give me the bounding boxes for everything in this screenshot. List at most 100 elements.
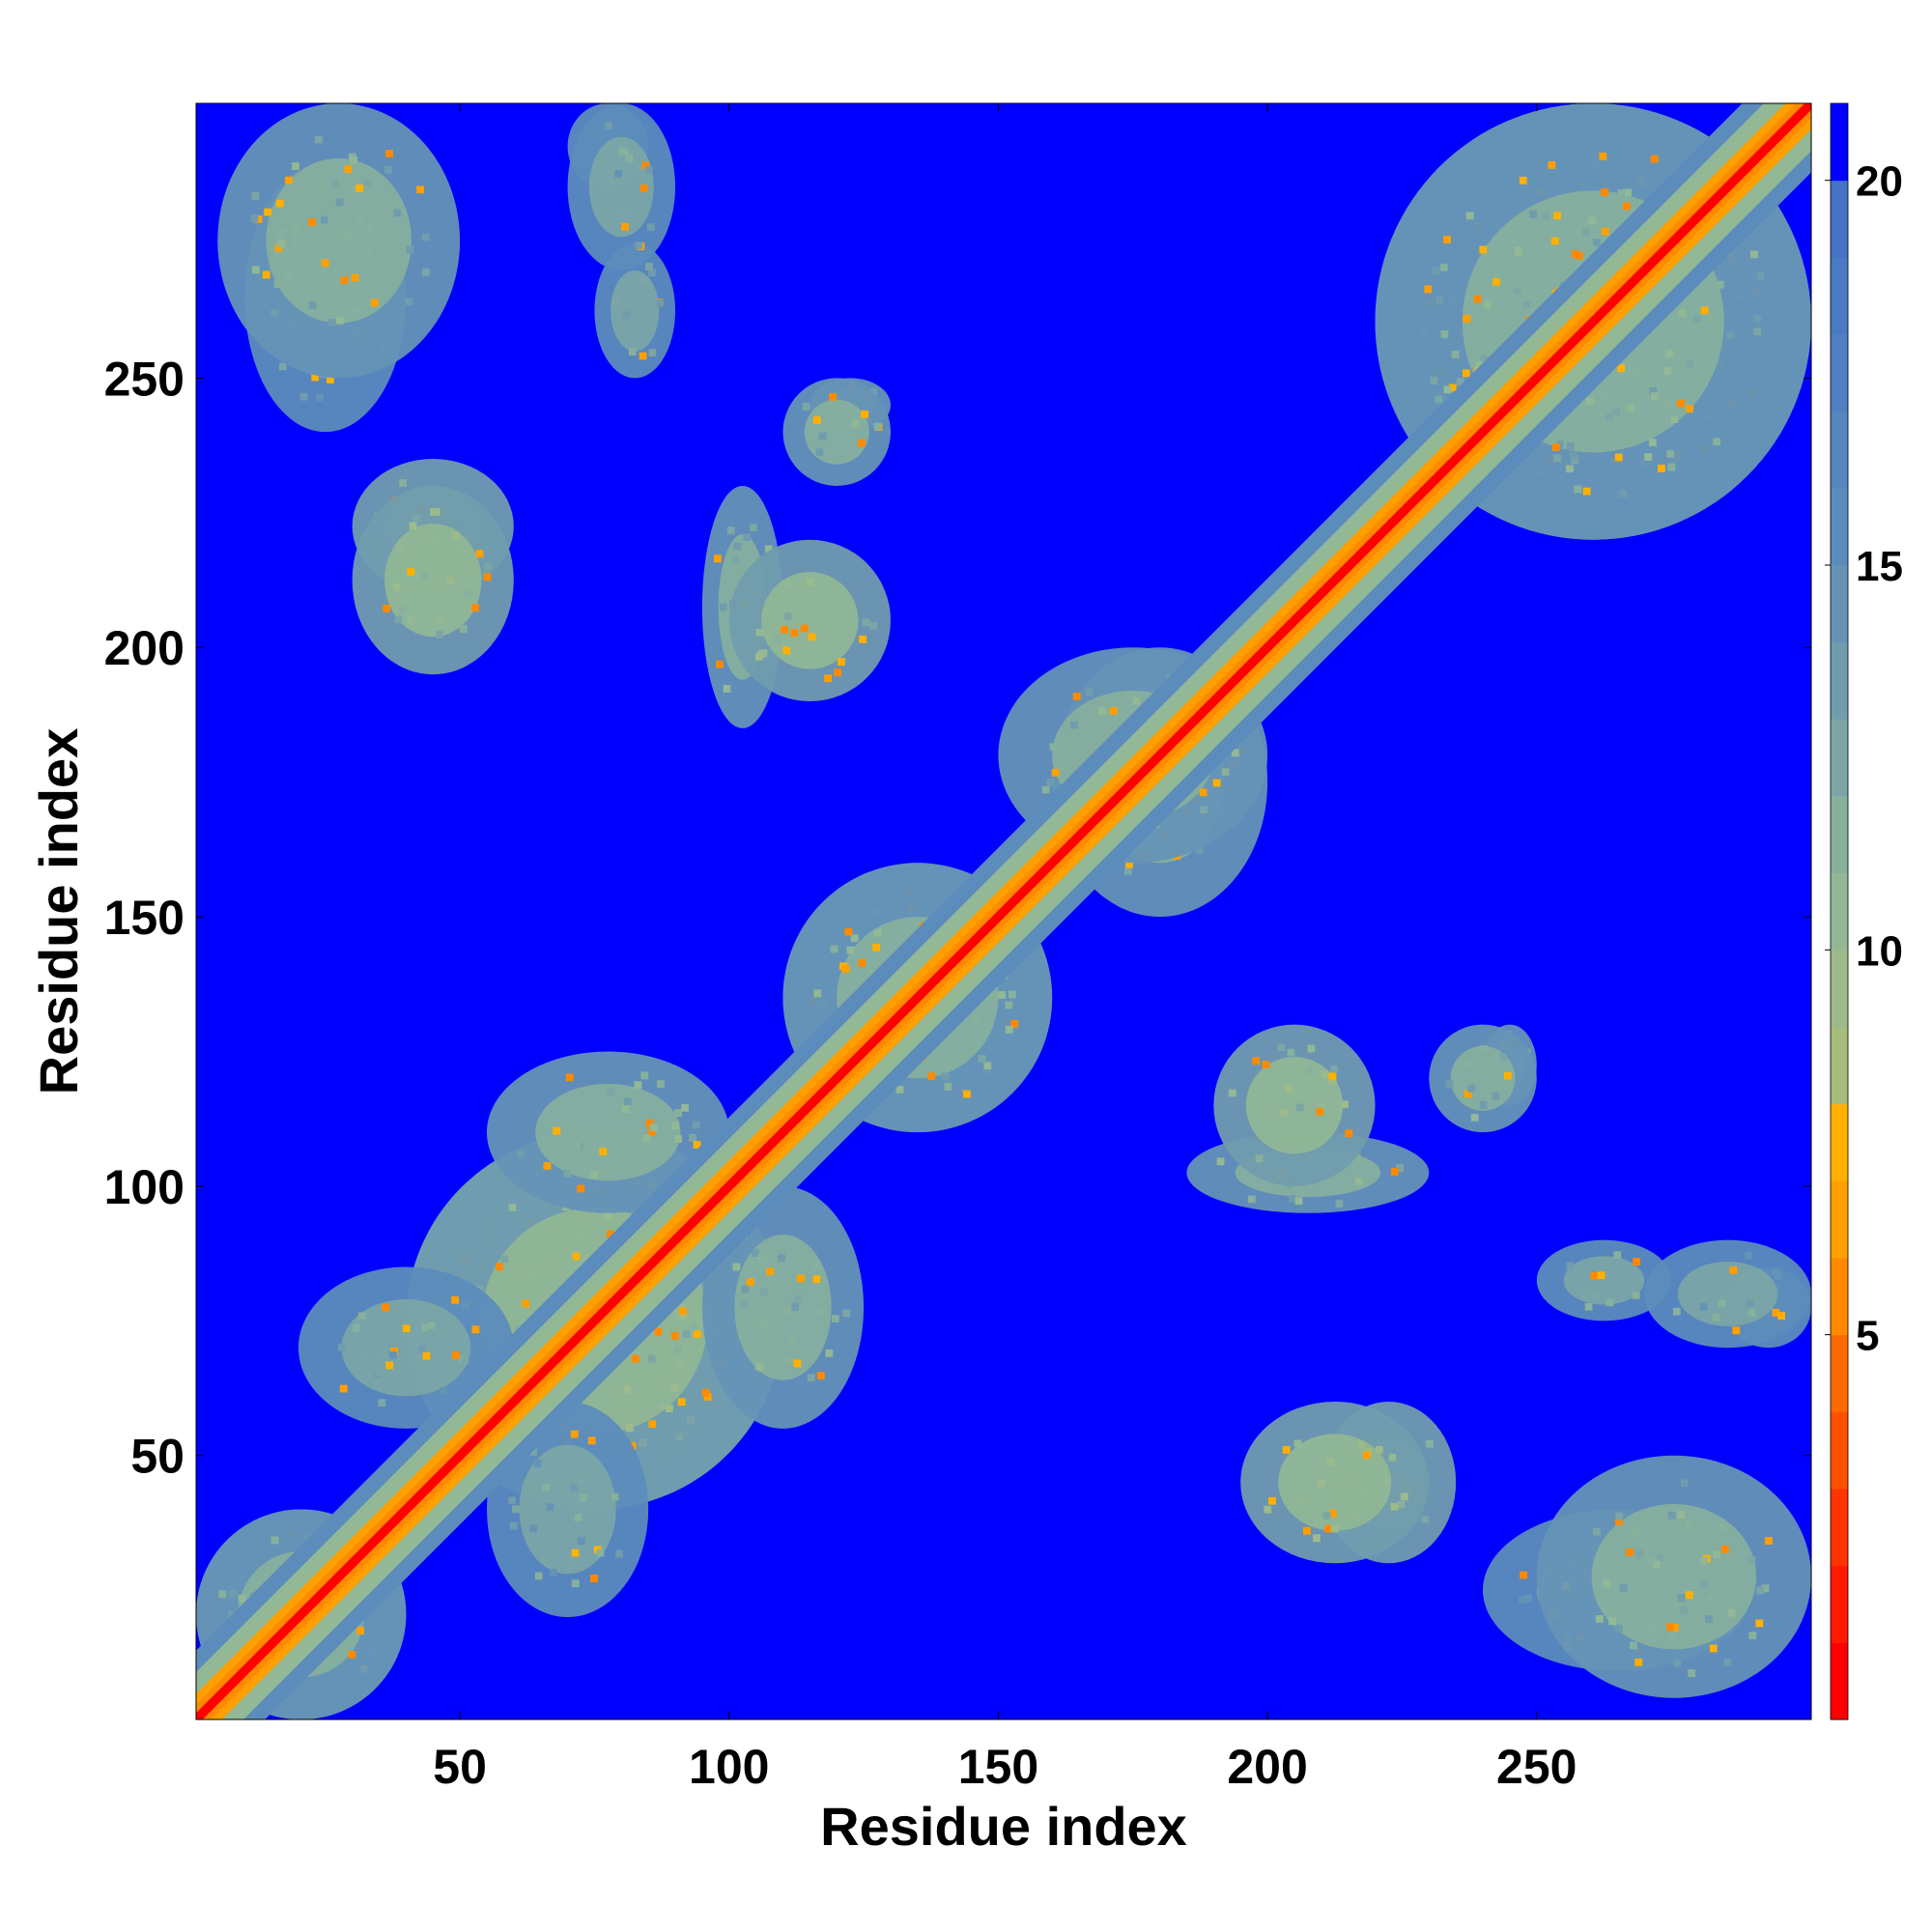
cluster-cell [587, 1436, 596, 1445]
cluster-cell [1612, 407, 1621, 415]
cluster-cell [813, 989, 822, 998]
cluster-cell [1756, 271, 1765, 280]
cluster-cell [1582, 487, 1591, 496]
cluster-cell [639, 1438, 647, 1447]
cluster-cell [1679, 1606, 1688, 1615]
cluster-cell [574, 1514, 582, 1522]
cluster-cell [273, 280, 282, 288]
cluster-cell [1123, 867, 1132, 875]
cluster-cell [983, 1062, 992, 1070]
cluster-cell [1562, 1581, 1571, 1590]
x-tick-label: 200 [1227, 1740, 1307, 1794]
cluster-core [804, 399, 869, 465]
cluster-cell [1705, 1615, 1713, 1624]
cluster-cell [648, 1420, 657, 1429]
cluster-cell [1680, 1479, 1689, 1488]
cluster-cell [1732, 1326, 1741, 1335]
cluster-cell [599, 1148, 608, 1156]
cluster-cell [378, 1399, 386, 1407]
cluster-cell [436, 631, 443, 639]
cluster-cell [1424, 285, 1433, 294]
cluster-cell [1633, 1258, 1641, 1265]
cluster-cell [357, 1312, 366, 1321]
cluster-cell [1652, 1560, 1661, 1569]
x-axis-label: Residue index [820, 1796, 1187, 1857]
cluster-cell [1005, 1025, 1013, 1034]
cluster-cell [1649, 386, 1658, 395]
cluster-cell [869, 387, 878, 396]
cluster-cell [1588, 216, 1597, 225]
cluster-cell [542, 1483, 551, 1492]
cluster-cell [571, 1579, 580, 1588]
cluster-cell [618, 147, 627, 156]
cluster-cell [1772, 1268, 1780, 1277]
cluster-cell [430, 508, 438, 516]
y-tick-label: 150 [104, 891, 185, 945]
cluster-cell [1777, 1312, 1786, 1320]
cluster-cell [787, 1337, 796, 1346]
cluster-cell [873, 422, 882, 431]
cluster-cell [1492, 277, 1501, 286]
cluster-cell [693, 1330, 701, 1338]
cluster-cell [579, 1475, 587, 1484]
cluster-cell [621, 222, 630, 231]
cluster-cell [634, 1081, 642, 1090]
cluster-cell [570, 1484, 578, 1492]
cluster-core [611, 270, 660, 352]
cluster-cell [1049, 743, 1058, 752]
cluster-cell [577, 1537, 585, 1546]
cluster-cell [658, 1402, 667, 1410]
cluster-cell [1774, 1272, 1782, 1281]
heatmap-cluster [701, 1185, 865, 1429]
cluster-cell [640, 1071, 649, 1080]
cluster-cell [1617, 189, 1626, 197]
cluster-cell [797, 1274, 805, 1283]
cluster-cell [647, 1128, 656, 1136]
cluster-cell [872, 943, 881, 952]
cluster-cell [1255, 1154, 1264, 1163]
cluster-cell [363, 178, 372, 186]
cluster-cell [1221, 768, 1230, 777]
cluster-cell [746, 1278, 754, 1286]
cluster-cell [1293, 1439, 1302, 1448]
cluster-cell [817, 1309, 825, 1318]
cluster-cell [582, 1254, 591, 1263]
cluster-cell [844, 927, 853, 936]
colorbar-segment [1831, 1180, 1848, 1259]
cluster-cell [1262, 1061, 1270, 1069]
cluster-cell [1617, 364, 1626, 373]
cluster-cell [1529, 210, 1537, 218]
cluster-cell [1718, 1299, 1726, 1308]
cluster-cell [1605, 412, 1614, 421]
cluster-cell [598, 1165, 607, 1173]
cluster-cell [451, 1295, 460, 1304]
cluster-cell [1470, 1113, 1479, 1122]
cluster-cell [1514, 287, 1521, 296]
cluster-cell [830, 945, 838, 953]
cluster-cell [1296, 1103, 1304, 1112]
cluster-cell [1109, 707, 1118, 715]
cluster-cell [572, 1141, 581, 1150]
cluster-cell [1632, 1526, 1640, 1535]
cluster-cell [1667, 463, 1676, 471]
cluster-cell [623, 1097, 632, 1106]
y-axis-ticks: 50 100 150 200 250 [104, 352, 1811, 1484]
cluster-cell [760, 1288, 769, 1295]
cluster-cell [1070, 721, 1078, 729]
cluster-cell [1627, 404, 1635, 412]
cluster-cell [1622, 202, 1631, 211]
cluster-cell [723, 685, 731, 693]
cluster-cell [1673, 1659, 1682, 1667]
colorbar-segment [1831, 488, 1848, 566]
cluster-cell [1626, 1548, 1634, 1556]
cluster-cell [640, 277, 649, 285]
cluster-cell [1633, 369, 1640, 378]
cluster-cell [1451, 351, 1460, 358]
cluster-cell [1582, 229, 1590, 237]
colorbar-tick-label: 5 [1856, 1313, 1879, 1360]
cluster-cell [834, 668, 842, 677]
cluster-cell [1747, 1309, 1756, 1317]
cluster-cell [1584, 1302, 1593, 1311]
cluster-cell [1665, 350, 1674, 358]
cluster-cell [529, 1447, 537, 1456]
